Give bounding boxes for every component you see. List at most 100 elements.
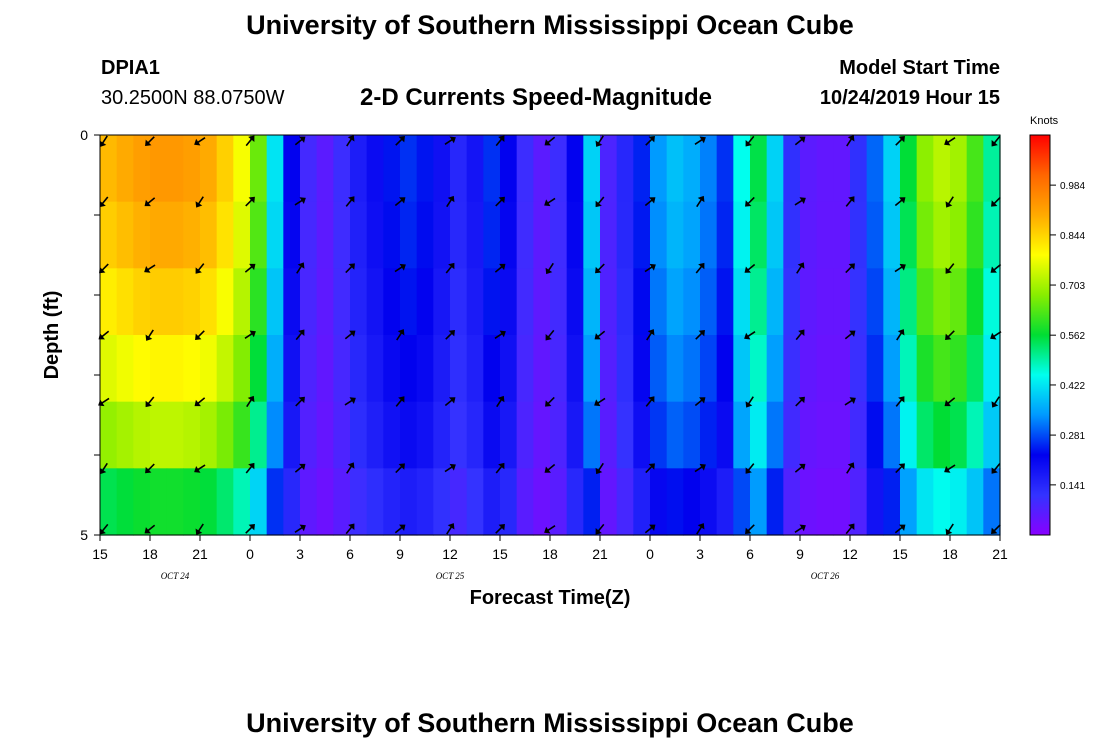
current-arrow xyxy=(195,523,204,535)
heatmap-cell xyxy=(733,135,751,203)
current-arrow xyxy=(945,330,955,340)
heatmap-cell xyxy=(616,268,634,336)
heatmap-cell xyxy=(950,468,968,536)
current-arrow xyxy=(144,524,156,534)
current-arrow xyxy=(696,195,705,208)
date-label: OCT 24 xyxy=(161,571,190,581)
heatmap-cell xyxy=(833,135,851,203)
heatmap-cell xyxy=(266,468,284,536)
heatmap-cell xyxy=(966,468,984,536)
y-axis: 05 xyxy=(80,127,100,543)
heatmap-cell xyxy=(966,135,984,203)
current-arrow xyxy=(795,396,805,407)
heatmap-cell xyxy=(100,201,118,269)
heatmap-cell xyxy=(583,335,601,403)
heatmap-cell xyxy=(100,135,118,203)
current-arrow xyxy=(894,197,906,207)
heatmap-cell xyxy=(333,201,351,269)
heatmap-cell xyxy=(400,135,418,203)
heatmap-cell xyxy=(583,135,601,203)
current-arrow xyxy=(194,137,206,146)
heatmap-cell xyxy=(833,401,851,469)
heatmap-cell xyxy=(866,335,884,403)
heatmap-cell xyxy=(666,468,684,536)
current-arrow xyxy=(494,330,506,339)
heatmap-cell xyxy=(216,268,234,336)
heatmap-cell xyxy=(816,335,834,403)
current-arrow xyxy=(545,262,554,275)
heatmap-cell xyxy=(316,268,334,336)
heatmap-cell xyxy=(433,268,451,336)
heatmap-cell xyxy=(700,468,718,536)
heatmap-cell xyxy=(366,335,384,403)
x-tick-label: 0 xyxy=(246,546,254,562)
heatmap-cell xyxy=(383,335,401,403)
heatmap-cell xyxy=(550,268,568,336)
heatmap-cell xyxy=(800,201,818,269)
heatmap-cell xyxy=(916,268,934,336)
heatmap-cell xyxy=(933,335,951,403)
date-label: OCT 25 xyxy=(436,571,465,581)
heatmap-cell xyxy=(516,268,534,336)
heatmap-cell xyxy=(633,268,651,336)
heatmap-cell xyxy=(666,401,684,469)
heatmap-cell xyxy=(300,201,318,269)
heatmap-cell xyxy=(633,468,651,536)
current-arrow xyxy=(395,396,405,407)
heatmap-cell xyxy=(583,468,601,536)
heatmap-cell xyxy=(366,201,384,269)
heatmap-cell xyxy=(933,401,951,469)
heatmap-cell xyxy=(450,201,468,269)
current-arrow xyxy=(745,135,755,147)
heatmap-cell xyxy=(650,201,668,269)
heatmap-cell xyxy=(983,401,1001,469)
heatmap-cell xyxy=(450,401,468,469)
model-start-value: 10/24/2019 Hour 15 xyxy=(819,87,1000,109)
current-arrow xyxy=(445,262,455,274)
heatmap-cell xyxy=(783,268,801,336)
heatmap-cell xyxy=(650,401,668,469)
current-arrow xyxy=(794,463,806,473)
colorbar-tick-label: 0.141 xyxy=(1060,481,1085,492)
current-arrow xyxy=(394,524,406,534)
heatmap-cell xyxy=(133,468,151,536)
heatmap-cell xyxy=(416,401,434,469)
heatmap-cell xyxy=(283,201,301,269)
colorbar-ticks: 0.984 0.844 0.703 0.562 0.422 0.281 0.141 xyxy=(1050,181,1085,492)
current-arrow xyxy=(945,523,954,535)
heatmap-cell xyxy=(966,401,984,469)
current-arrow xyxy=(345,523,355,535)
heatmap-cell xyxy=(933,468,951,536)
current-arrow xyxy=(644,524,656,534)
heatmap-cell xyxy=(533,268,551,336)
heatmap-cell xyxy=(916,135,934,203)
heatmap-cell xyxy=(850,201,868,269)
current-arrow xyxy=(991,463,1001,474)
heatmap-cell xyxy=(333,468,351,536)
heatmap-cell xyxy=(550,201,568,269)
current-arrow xyxy=(444,463,456,473)
current-arrow xyxy=(345,263,355,274)
heatmap-cell xyxy=(416,135,434,203)
heatmap-cell xyxy=(233,135,251,203)
heatmap-cell xyxy=(483,468,501,536)
y-tick-label: 5 xyxy=(80,527,88,543)
heatmap-cell xyxy=(283,335,301,403)
heatmap-cell xyxy=(766,468,784,536)
y-tick-label: 0 xyxy=(80,127,88,143)
station-coordinates: 30.2500N 88.0750W xyxy=(101,87,285,109)
current-arrow xyxy=(595,462,604,475)
current-arrow xyxy=(295,396,305,407)
heatmap-cell xyxy=(700,401,718,469)
heatmap-cell xyxy=(233,335,251,403)
heatmap-cell xyxy=(716,335,734,403)
heatmap-cell xyxy=(383,468,401,536)
heatmap-cell xyxy=(583,401,601,469)
heatmap-cell xyxy=(200,201,218,269)
current-arrow xyxy=(545,329,555,341)
x-axis-label: Forecast Time(Z) xyxy=(470,587,631,609)
heatmap-cell xyxy=(616,401,634,469)
heatmap-cell xyxy=(183,335,201,403)
heatmap-cell xyxy=(550,468,568,536)
